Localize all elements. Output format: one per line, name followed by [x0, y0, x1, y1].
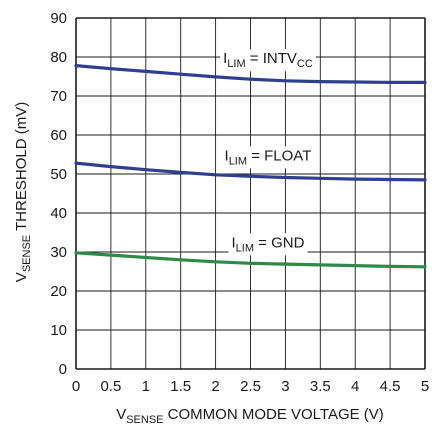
- x-tick-label: 2: [211, 378, 219, 395]
- x-tick-label: 4.5: [380, 378, 401, 395]
- y-tick-label: 30: [50, 244, 67, 261]
- series-label-0: ILIM = INTVCC: [223, 50, 313, 70]
- y-tick-label: 20: [50, 283, 67, 300]
- series-label-bg: [228, 233, 308, 256]
- x-tick-label: 1.5: [170, 378, 191, 395]
- x-tick-label: 4: [351, 378, 359, 395]
- y-tick-label: 80: [50, 49, 67, 66]
- y-tick-label: 40: [50, 205, 67, 222]
- series-label-2: ILIM = GND: [231, 234, 304, 254]
- y-axis-title: VSENSE THRESHOLD (mV): [13, 102, 33, 282]
- series-label-1: ILIM = FLOAT: [225, 147, 312, 167]
- x-tick-label: 3: [281, 378, 289, 395]
- x-tick-label: 5: [421, 378, 429, 395]
- x-tick-label: 1: [142, 378, 150, 395]
- y-tick-label: 10: [50, 322, 67, 339]
- y-tick-label: 50: [50, 166, 67, 183]
- x-axis-title: VSENSE COMMON MODE VOLTAGE (V): [116, 406, 384, 426]
- x-tick-label: 0.5: [100, 378, 121, 395]
- x-tick-label: 2.5: [240, 378, 261, 395]
- series-line-1: [74, 161, 427, 182]
- series-label-bg: [221, 146, 315, 169]
- y-tick-label: 60: [50, 127, 67, 144]
- y-tick-label: 0: [59, 361, 67, 378]
- series-label-bg: [220, 49, 316, 72]
- y-tick-label: 70: [50, 88, 67, 105]
- x-tick-label: 0: [72, 378, 80, 395]
- x-tick-label: 3.5: [310, 378, 331, 395]
- series-lines: [74, 63, 427, 269]
- y-tick-label: 90: [50, 10, 67, 27]
- series-labels: ILIM = INTVCC ILIM = FLOAT ILIM = GND: [220, 49, 316, 256]
- grid: [75, 17, 426, 370]
- series-line-2: [74, 251, 427, 269]
- series-line-0: [74, 63, 427, 85]
